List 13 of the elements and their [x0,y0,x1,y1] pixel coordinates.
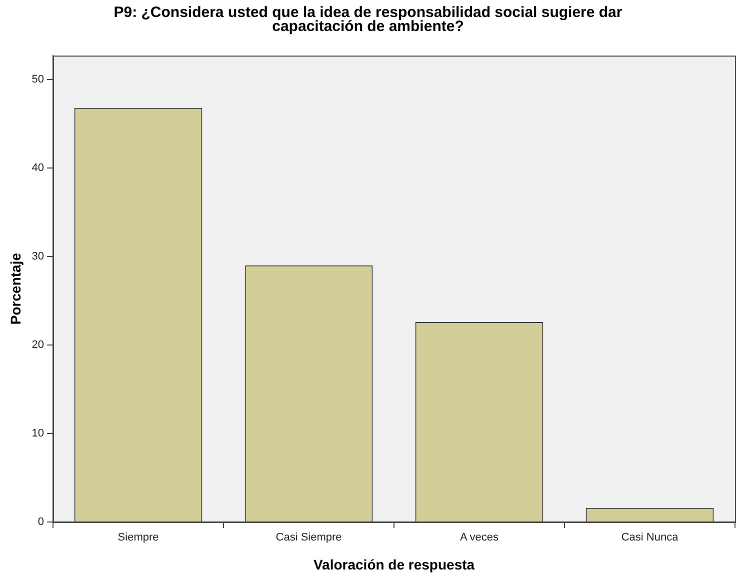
chart-title: P9: ¿Considera usted que la idea de responsabilidad social sugiere dar capacitación de ambiente? [112,3,624,37]
y-tick-label: 0 [38,516,44,528]
x-tick-label: A veces [460,532,500,544]
y-tick-label: 40 [32,162,44,174]
y-tick-label: 10 [32,428,44,440]
x-axis-title: Valoración de respuesta [313,556,475,572]
x-tick-label: Casi Nunca [621,532,680,544]
y-tick-label: 30 [32,250,44,263]
x-tick-label: Siempre [118,532,159,544]
y-axis-title: Porcentaje [7,252,24,325]
y-tick-label: 20 [32,339,44,352]
x-tick-label: Casi Siempre [276,532,342,544]
y-tick-label: 50 [32,74,44,86]
